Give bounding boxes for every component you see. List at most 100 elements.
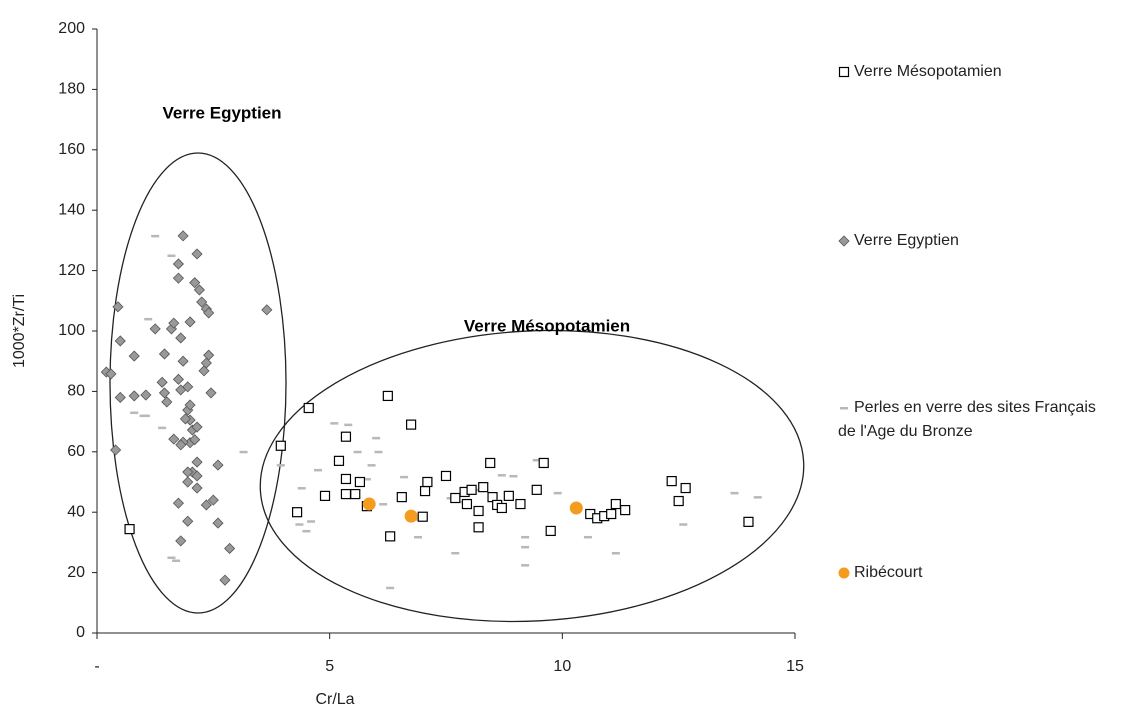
point (177, 355, 189, 367)
point (532, 458, 541, 462)
point (182, 381, 194, 393)
point (666, 475, 677, 487)
point (503, 490, 514, 501)
point (473, 505, 484, 517)
annotation: Verre Egyptien (162, 103, 281, 122)
point (114, 335, 126, 347)
point (333, 455, 345, 466)
point (382, 390, 393, 402)
point (193, 284, 205, 296)
point (224, 542, 236, 555)
point (191, 470, 203, 482)
point (583, 535, 592, 539)
y-tick-label: 40 (67, 503, 85, 520)
point (212, 459, 224, 471)
y-tick-label: 200 (58, 20, 85, 37)
point (743, 516, 754, 527)
point (158, 387, 171, 399)
point (545, 525, 556, 537)
point (354, 476, 366, 488)
point (340, 488, 352, 500)
point (362, 497, 376, 511)
point (496, 502, 507, 514)
legend-label: Perles en verre des sites Français de l'… (838, 399, 1096, 440)
point (184, 316, 196, 328)
point (189, 434, 201, 446)
point (451, 551, 460, 555)
point (521, 545, 530, 549)
point (112, 301, 124, 313)
point (158, 426, 167, 430)
point (497, 474, 506, 477)
point (182, 515, 194, 527)
point (314, 468, 323, 472)
point (730, 491, 739, 495)
legend-entry: Perles en verre des sites Français de l'… (838, 396, 1118, 444)
point (212, 517, 224, 529)
point (156, 376, 168, 388)
point (191, 456, 203, 468)
point (400, 475, 409, 479)
point (177, 230, 189, 242)
legend-entry: Ribécourt (838, 561, 1118, 585)
point (203, 349, 215, 361)
point (440, 470, 452, 482)
group-ellipse (259, 329, 805, 623)
point (124, 524, 135, 535)
point (362, 477, 371, 481)
point (175, 332, 187, 344)
point (172, 373, 184, 385)
point (515, 498, 526, 510)
point (161, 396, 173, 408)
point (167, 556, 176, 559)
legend-entry: Verre Egyptien (838, 229, 1118, 253)
point (276, 464, 285, 467)
point (114, 391, 126, 404)
legend-entry: Verre Mésopotamien (838, 60, 1118, 84)
point (372, 436, 381, 440)
point (168, 317, 180, 329)
point (191, 248, 203, 260)
y-tick-label: 20 (67, 564, 85, 581)
point (450, 492, 461, 504)
point (367, 464, 376, 467)
point (478, 482, 489, 493)
point (179, 413, 191, 425)
point (838, 567, 850, 579)
point (207, 494, 219, 506)
point (680, 482, 691, 494)
y-tick-label: 80 (67, 383, 85, 400)
point (172, 559, 181, 563)
point (353, 450, 362, 454)
point (130, 411, 139, 415)
point (611, 551, 620, 555)
point (509, 474, 518, 478)
point (753, 496, 762, 499)
point (385, 531, 396, 542)
y-tick-label: 120 (58, 262, 85, 279)
point (330, 422, 339, 425)
y-tick-label: 60 (67, 443, 85, 460)
point (340, 473, 352, 485)
x-tick-label: 10 (553, 658, 571, 675)
point (406, 419, 417, 430)
point (172, 272, 184, 284)
point (105, 368, 117, 380)
point (196, 296, 208, 308)
point (319, 490, 331, 501)
y-tick-label: 160 (58, 141, 85, 158)
point (189, 277, 201, 289)
x-tick-label: 15 (786, 658, 804, 675)
point (110, 444, 122, 456)
point (610, 498, 621, 510)
point (553, 491, 562, 495)
point (374, 450, 383, 454)
point (297, 487, 306, 490)
point (396, 492, 407, 503)
point (158, 348, 171, 360)
point (673, 495, 684, 507)
point (128, 350, 140, 362)
point (198, 365, 210, 377)
